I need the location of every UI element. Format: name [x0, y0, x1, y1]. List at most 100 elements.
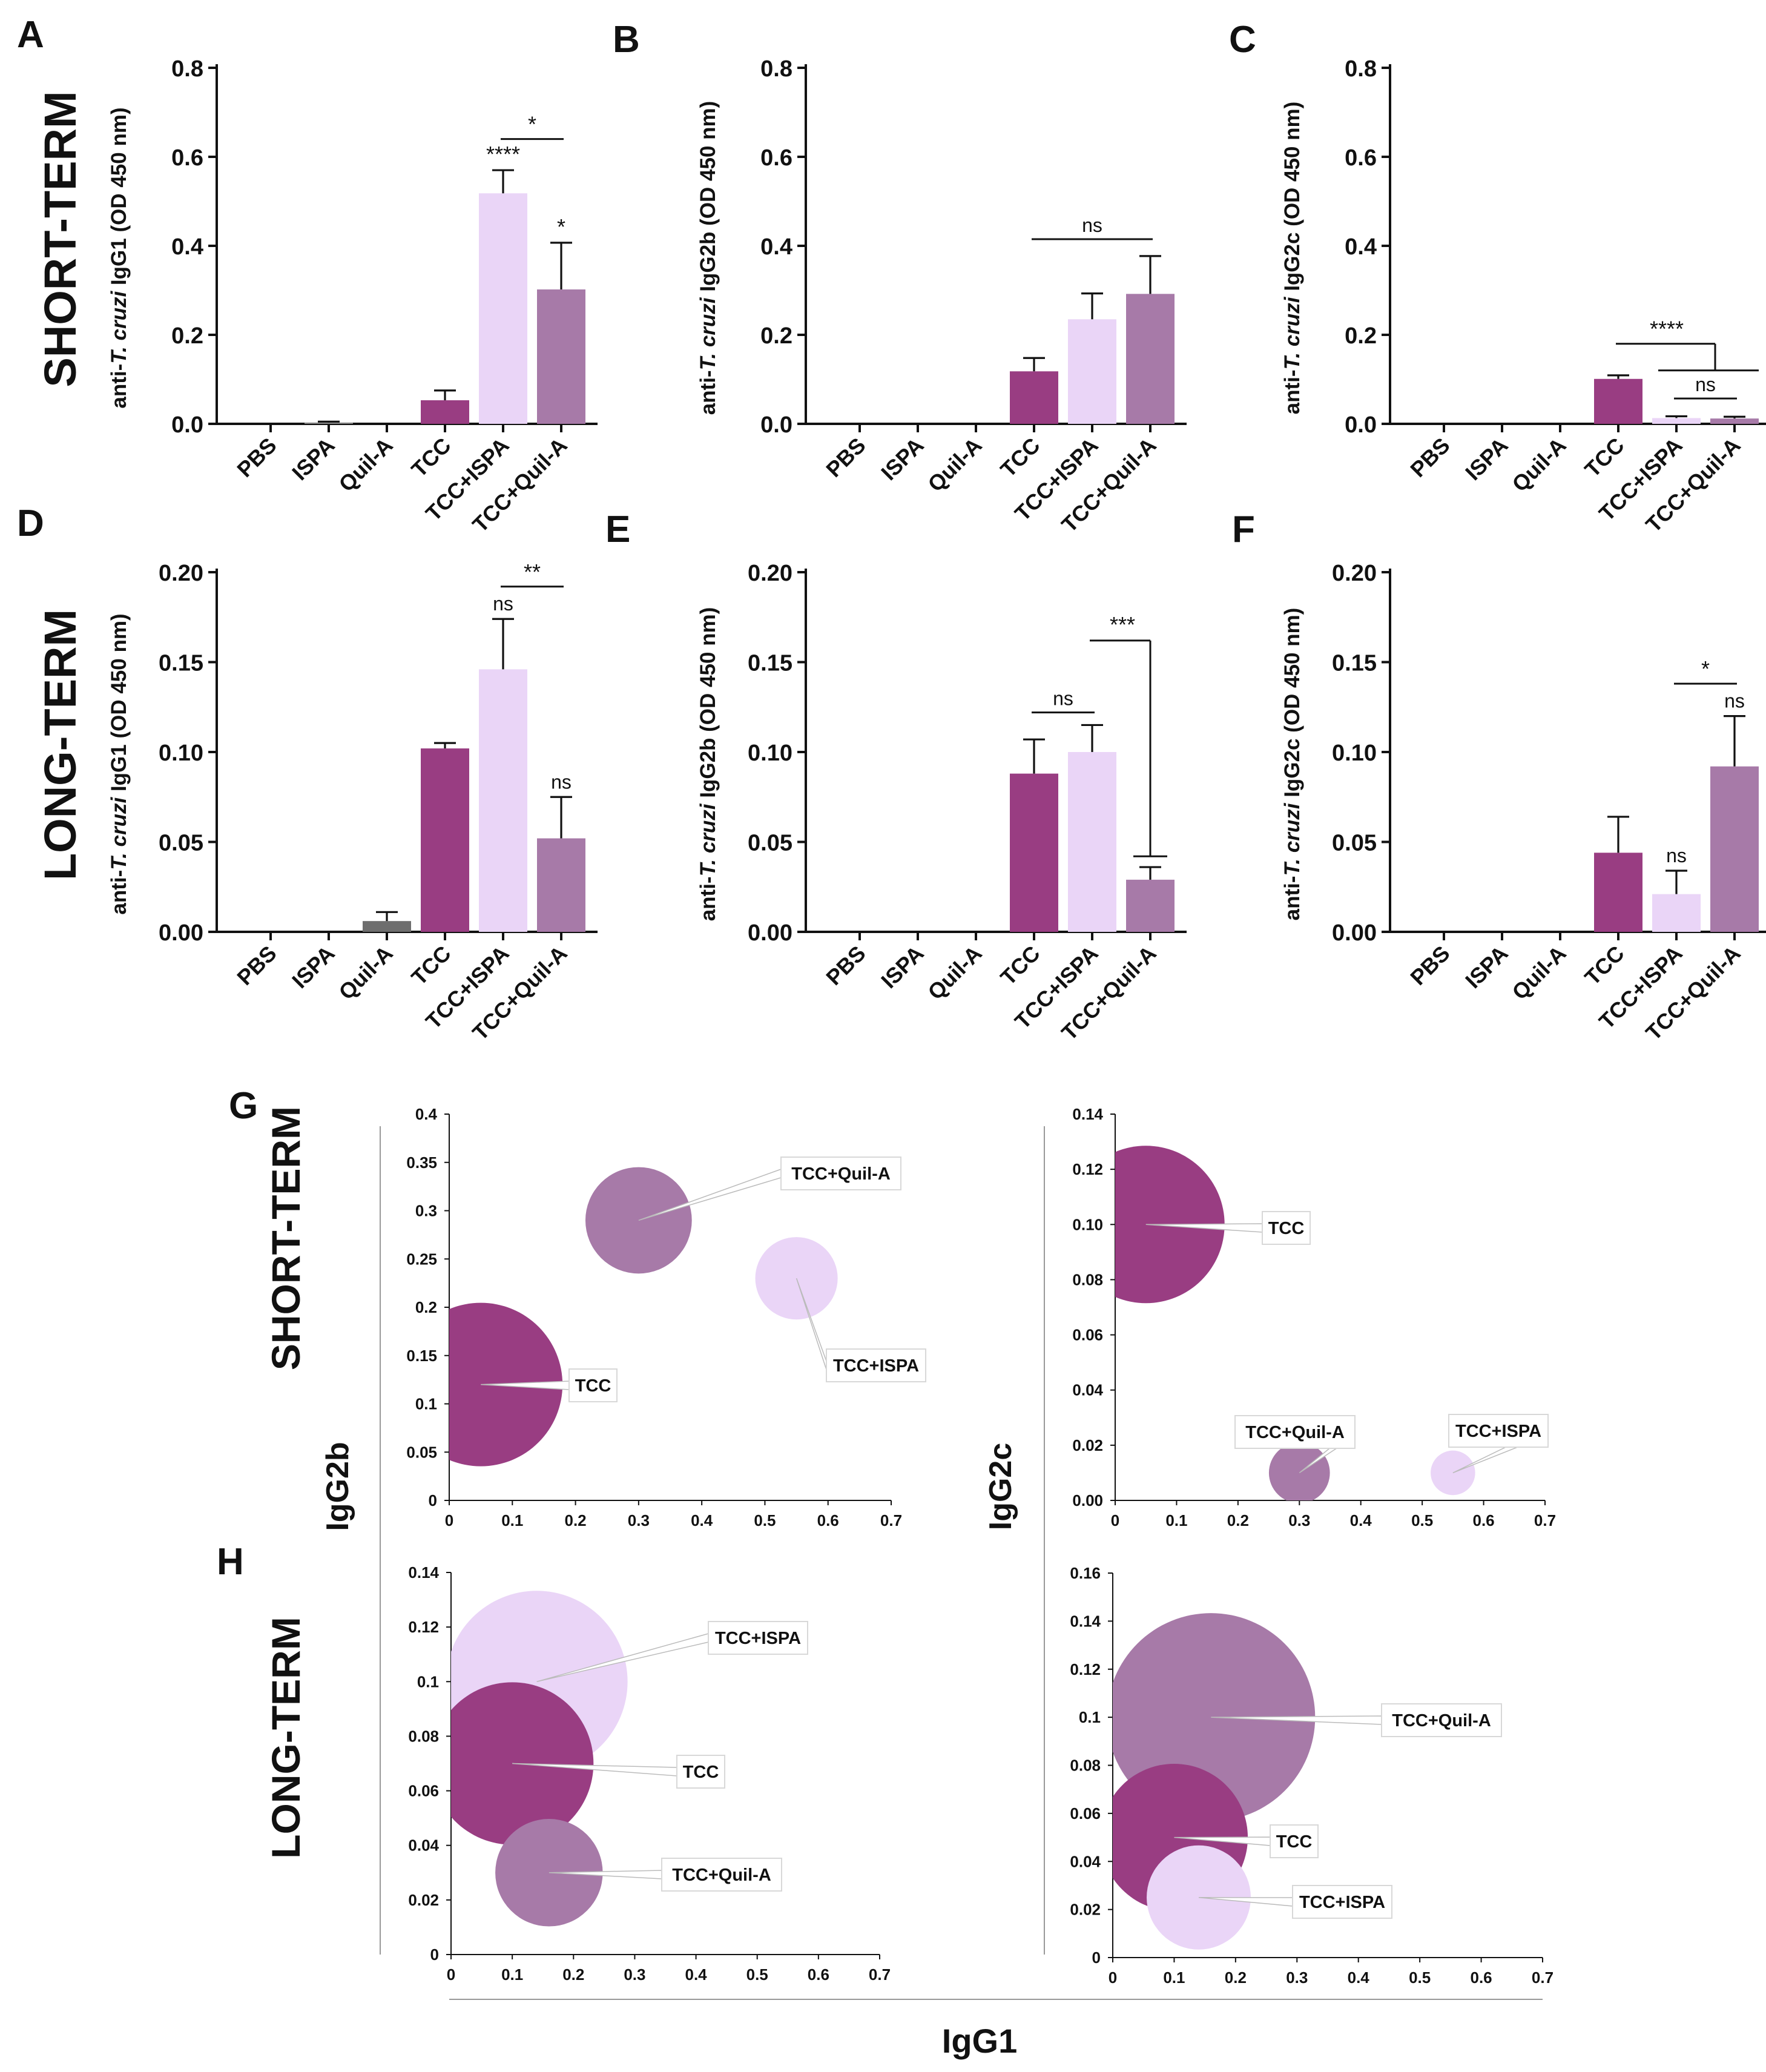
bar-tcc: [1010, 773, 1058, 932]
panel-letter-e: E: [605, 509, 630, 550]
y-tick-label: 0.2: [760, 323, 792, 349]
y-tick-label: 0.0: [1345, 412, 1377, 438]
x-tick-label: PBS: [1405, 941, 1454, 990]
bar-tcc: [1594, 378, 1642, 424]
x-tick-label: ISPA: [876, 941, 929, 994]
y-tick-label: 0.10: [159, 741, 203, 766]
x-tick-label: TCC: [995, 433, 1044, 482]
significance-label: *: [557, 214, 565, 239]
y-tick-label: 0.02: [1070, 1901, 1101, 1919]
y-tick-label: 0.10: [1072, 1215, 1103, 1233]
callout-label: TCC: [575, 1376, 611, 1396]
x-tick-label: 0.2: [564, 1511, 586, 1529]
x-tick-label: 0.2: [1227, 1511, 1249, 1529]
bar-chart-c: 0.0 0.2 0.4 0.6 0.8 anti-T. cruzi IgG2c (OD 4…: [1280, 56, 1766, 537]
bar-tcc-quil-a: [1126, 294, 1175, 424]
y-tick-label: 0: [1092, 1948, 1101, 1967]
y-tick-label: 0.8: [760, 56, 792, 82]
callout-box: [1270, 1824, 1319, 1858]
callout-label: TCC: [1276, 1832, 1313, 1852]
y-axis-label-species: T. cruzi: [1280, 802, 1304, 876]
y-tick-label: 0.05: [406, 1443, 437, 1461]
panel-letter-d: D: [17, 503, 44, 544]
y-tick-label: 0.05: [1332, 831, 1377, 856]
x-tick-label: 0.7: [1534, 1511, 1556, 1529]
bar-chart-f: 0.00 0.05 0.10 0.15 0.20 anti-T. cruzi IgG2c …: [1280, 561, 1766, 1045]
bar-ispa: [305, 422, 353, 424]
panel-letter-b: B: [613, 19, 640, 61]
x-tick-label: 0.4: [691, 1511, 713, 1529]
bubble-chart-h2: 0 0.02 0.04 0.06 0.08 0.1 0.12 0.14 0.16 0 0.1 0.2 0…: [1070, 1564, 1553, 1987]
y-tick-label: 0.05: [159, 831, 203, 856]
callout-label: TCC+Quil-A: [791, 1164, 891, 1184]
y-axis-label-prefix: anti-: [1280, 876, 1304, 920]
y-axis-label-suffix: IgG1 (OD 450 nm): [107, 613, 131, 797]
bubble-chart-g1: 0 0.05 0.1 0.15 0.2 0.25 0.3 0.35 0.4 0 0.1 0.2 0.3 0…: [406, 1105, 926, 1529]
y-axis-label: anti-T. cruzi IgG2b (OD 450 nm): [696, 101, 720, 415]
callout-box: [1292, 1885, 1392, 1919]
y-tick-label: 0: [430, 1945, 439, 1964]
y-axis-label-species: T. cruzi: [696, 803, 720, 876]
y-axis-label-prefix: anti-: [696, 876, 720, 921]
panel-letter-g: G: [229, 1085, 258, 1127]
y-axis-label: anti-T. cruzi IgG1 (OD 450 nm): [107, 107, 131, 408]
x-tick-label: 0.5: [754, 1511, 776, 1529]
y-tick-label: 0.00: [1072, 1491, 1103, 1509]
y-tick-label: 0.4: [760, 234, 792, 260]
callout-label: TCC: [683, 1763, 719, 1782]
y-axis-label-suffix: IgG2b (OD 450 nm): [696, 101, 720, 298]
callout-box: [1381, 1703, 1502, 1737]
bubble-tcc-quil-a: [1268, 1442, 1330, 1500]
y-tick-label: 0.14: [1072, 1105, 1103, 1123]
panel-letter-h: H: [217, 1541, 244, 1583]
callout-box: [780, 1156, 901, 1190]
y-tick-label: 0.20: [159, 561, 203, 586]
x-tick-label: Quil-A: [334, 433, 397, 497]
y-tick-label: 0.14: [1070, 1612, 1101, 1630]
y-tick-label: 0.04: [1070, 1852, 1101, 1870]
comparison-label: ns: [1695, 374, 1716, 395]
row-title-long-term-bubbles: LONG-TERM: [263, 1617, 308, 1859]
y-tick-label: 0.6: [171, 145, 203, 171]
x-tick-label: ISPA: [1460, 941, 1513, 994]
y-tick-label: 0.3: [415, 1202, 437, 1220]
y-tick-label: 0.00: [159, 920, 203, 946]
x-tick-label: 0.2: [562, 1965, 584, 1984]
shared-y-label-igg2c: IgG2c: [983, 1443, 1018, 1531]
x-tick-label: ISPA: [287, 433, 340, 486]
y-tick-label: 0.20: [748, 561, 792, 586]
y-tick-label: 0.2: [171, 323, 203, 349]
bubble-layer: [1115, 1146, 1475, 1500]
x-tick-label: ISPA: [876, 433, 929, 486]
x-tick-label: TCC: [1580, 941, 1629, 990]
y-tick-label: 0.12: [1072, 1160, 1103, 1178]
x-tick-label: 0.3: [1288, 1511, 1310, 1529]
x-tick-label: PBS: [232, 433, 281, 482]
callout-box: [676, 1755, 725, 1789]
y-axis-label-prefix: anti-: [107, 364, 131, 409]
y-tick-label: 0.35: [406, 1153, 437, 1172]
bubble-chart-g2: 0.00 0.02 0.04 0.06 0.08 0.10 0.12 0.14 0 0.1 0.2 0…: [1072, 1105, 1556, 1529]
x-tick-label: 0.1: [501, 1511, 523, 1529]
x-tick-label: 0.2: [1225, 1968, 1247, 1987]
x-tick-label: ISPA: [287, 941, 340, 994]
callout-box: [1234, 1415, 1356, 1449]
bar-tcc-ispa: [1068, 752, 1116, 932]
y-tick-label: 0.15: [748, 651, 792, 676]
panel-letter-f: F: [1232, 509, 1255, 550]
bar-tcc-quil-a: [1710, 766, 1759, 932]
y-tick-label: 0.12: [1070, 1660, 1101, 1678]
y-axis-label-suffix: IgG1 (OD 450 nm): [107, 107, 131, 291]
y-tick-label: 0.08: [408, 1727, 439, 1745]
y-tick-label: 0.8: [1345, 56, 1377, 82]
y-axis-label-species: T. cruzi: [107, 291, 131, 364]
callout-box: [708, 1621, 808, 1655]
y-axis-label-species: T. cruzi: [1280, 296, 1304, 369]
comparison-label: ns: [1053, 688, 1073, 710]
x-tick-label: TCC: [406, 433, 455, 482]
y-axis-label-species: T. cruzi: [107, 797, 131, 870]
shared-y-label-igg2b: IgG2b: [320, 1442, 355, 1531]
y-tick-label: 0.1: [417, 1672, 439, 1691]
bar-tcc-quil-a: [1710, 418, 1759, 424]
